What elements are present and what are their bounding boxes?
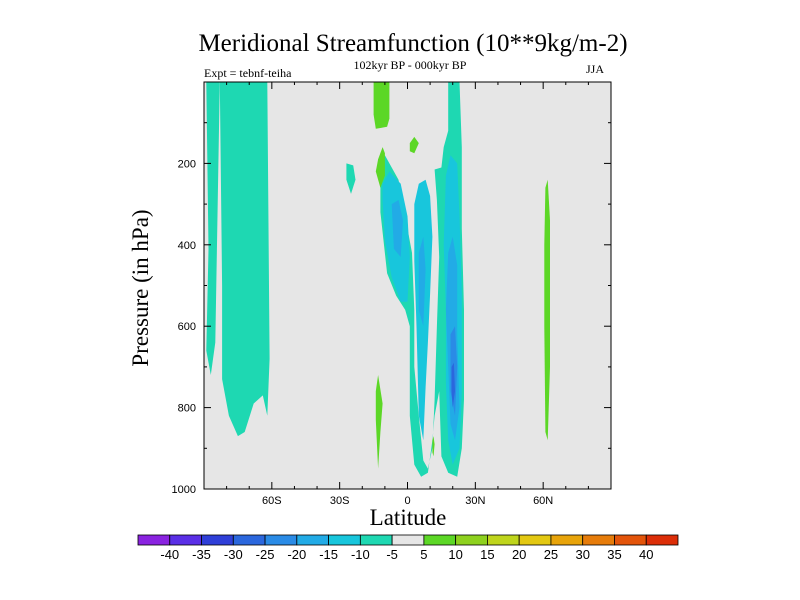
colorbar-swatch	[487, 534, 520, 546]
contour-region	[219, 82, 270, 437]
colorbar-swatch	[455, 534, 488, 546]
chart-title: Meridional Streamfunction (10**9kg/m-2)	[198, 30, 628, 57]
x-tick-label: 30S	[330, 495, 350, 507]
contour-region	[346, 163, 356, 194]
contour-region	[451, 362, 455, 408]
colorbar-label: 20	[512, 547, 526, 562]
contour-region	[409, 136, 419, 154]
colorbar-swatch	[201, 534, 234, 546]
contour-regions	[206, 82, 550, 477]
colorbar-swatch	[137, 534, 171, 546]
colorbar-label: -30	[224, 547, 243, 562]
colorbar-swatch	[391, 534, 425, 546]
colorbar-label: -5	[386, 547, 398, 562]
colorbar-swatch	[550, 534, 584, 546]
contour-region	[375, 375, 383, 469]
x-tick-label: 60S	[262, 495, 282, 507]
colorbar-swatch	[582, 534, 615, 546]
colorbar-swatch	[614, 534, 647, 546]
chart-subtitle: 102kyr BP - 000kyr BP	[353, 58, 467, 72]
colorbar-label: 25	[544, 547, 558, 562]
x-axis: 60S 30S 0 30N 60N	[226, 82, 589, 507]
x-tick-label: 0	[404, 495, 410, 507]
x-tick-label: 30N	[465, 495, 485, 507]
colorbar-label: 15	[480, 547, 494, 562]
contour-region	[418, 236, 426, 327]
y-tick-label: 600	[178, 321, 196, 333]
colorbar: -40 -35 -30 -25 -20 -15 -10 -5 5 10 15 20 25 30 35 40	[137, 534, 679, 562]
colorbar-swatch	[328, 534, 361, 546]
colorbar-swatch	[518, 534, 552, 546]
colorbar-label: -15	[319, 547, 338, 562]
contour-region	[375, 147, 385, 188]
y-tick-label: 800	[178, 403, 196, 415]
colorbar-label: 40	[639, 547, 653, 562]
colorbar-label: 30	[575, 547, 589, 562]
y-tick-label: 200	[178, 158, 196, 170]
contour-region	[378, 82, 464, 477]
x-tick-label: 60N	[533, 495, 553, 507]
contour-region	[373, 82, 390, 129]
contour-region	[432, 436, 435, 457]
y-tick-label: 400	[178, 240, 196, 252]
contour-region	[544, 179, 550, 441]
colorbar-label: -20	[287, 547, 306, 562]
colorbar-swatch	[169, 534, 202, 546]
colorbar-swatch	[359, 534, 393, 546]
colorbar-swatch	[423, 534, 457, 546]
contour-region	[206, 82, 220, 375]
colorbar-swatch	[264, 534, 298, 546]
season-label: JJA	[586, 62, 605, 76]
colorbar-swatch	[296, 534, 329, 546]
y-axis: 200 400 600 800 1000	[172, 122, 611, 496]
colorbar-label: -40	[160, 547, 179, 562]
colorbar-swatch	[232, 534, 266, 546]
colorbar-label: 10	[448, 547, 462, 562]
colorbar-label: 35	[607, 547, 621, 562]
contour-region	[391, 200, 403, 257]
x-axis-label: Latitude	[369, 505, 447, 530]
colorbar-swatch	[645, 534, 679, 546]
colorbar-label: 5	[420, 547, 427, 562]
colorbar-label: -25	[256, 547, 275, 562]
y-tick-label: 1000	[172, 484, 196, 496]
colorbar-label: -10	[351, 547, 370, 562]
colorbar-label: -35	[192, 547, 211, 562]
experiment-label: Expt = tebnf-teiha	[204, 66, 292, 80]
